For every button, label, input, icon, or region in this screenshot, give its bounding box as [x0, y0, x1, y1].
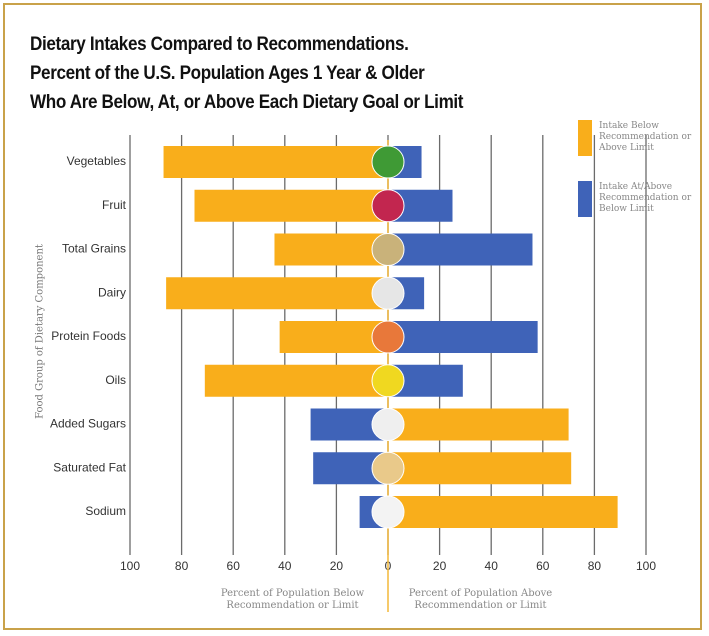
food-icon	[371, 495, 405, 529]
y-tick-label: Sodium	[85, 504, 126, 518]
y-tick-label: Protein Foods	[51, 329, 126, 343]
bar	[279, 321, 388, 353]
y-tick-label: Fruit	[102, 198, 127, 212]
food-icon	[371, 408, 405, 441]
bar	[388, 496, 618, 528]
y-tick-label: Vegetables	[67, 154, 126, 168]
title-line: Dietary Intakes Compared to Recommendati…	[30, 34, 409, 55]
x-tick-label: 60	[536, 559, 550, 573]
bar	[194, 189, 388, 222]
food-icon	[371, 189, 405, 223]
food-icon	[371, 233, 405, 266]
x-tick-label: 80	[175, 559, 189, 573]
x-tick-label: 60	[227, 559, 241, 573]
x-tick-label: 40	[278, 559, 292, 573]
bar	[204, 364, 388, 397]
bar	[274, 233, 388, 266]
bar	[388, 452, 572, 485]
food-icon	[371, 320, 405, 354]
food-icon	[371, 364, 405, 398]
legend-swatch	[578, 120, 592, 156]
title-line: Percent of the U.S. Population Ages 1 Ye…	[30, 63, 425, 84]
chart-title: Dietary Intakes Compared to Recommendati…	[30, 30, 464, 117]
x-tick-label: 40	[485, 559, 499, 573]
y-axis-label: Food Group of Dietary Component	[34, 244, 46, 419]
food-icon	[371, 451, 405, 485]
bar	[388, 233, 533, 266]
legend-swatch	[578, 181, 592, 217]
bar	[388, 408, 569, 441]
y-tick-label: Oils	[105, 373, 126, 387]
y-tick-label: Added Sugars	[50, 417, 126, 431]
bar	[163, 146, 388, 178]
x-tick-label: 80	[588, 559, 602, 573]
x-tick-label: 100	[636, 559, 656, 573]
x-tick-label: 100	[120, 559, 140, 573]
y-tick-label: Total Grains	[62, 242, 126, 256]
x-tick-label: 20	[330, 559, 344, 573]
y-tick-label: Saturated Fat	[53, 460, 126, 474]
food-icon	[371, 276, 405, 310]
x-axis-label-left: Percent of Population Below Recommendati…	[220, 588, 365, 611]
x-tick-label: 20	[433, 559, 447, 573]
legend-label: Intake At/Above Recommendation or Below …	[599, 182, 692, 214]
bar	[388, 321, 538, 353]
frame	[3, 3, 702, 630]
title-line: Who Are Below, At, or Above Each Dietary…	[30, 92, 464, 113]
food-icon	[371, 145, 405, 179]
bar	[166, 277, 388, 310]
legend-label: Intake Below Recommendation or Above Lim…	[599, 121, 692, 153]
y-tick-label: Dairy	[98, 285, 126, 299]
x-axis-label-right: Percent of Population Above Recommendati…	[408, 588, 553, 611]
